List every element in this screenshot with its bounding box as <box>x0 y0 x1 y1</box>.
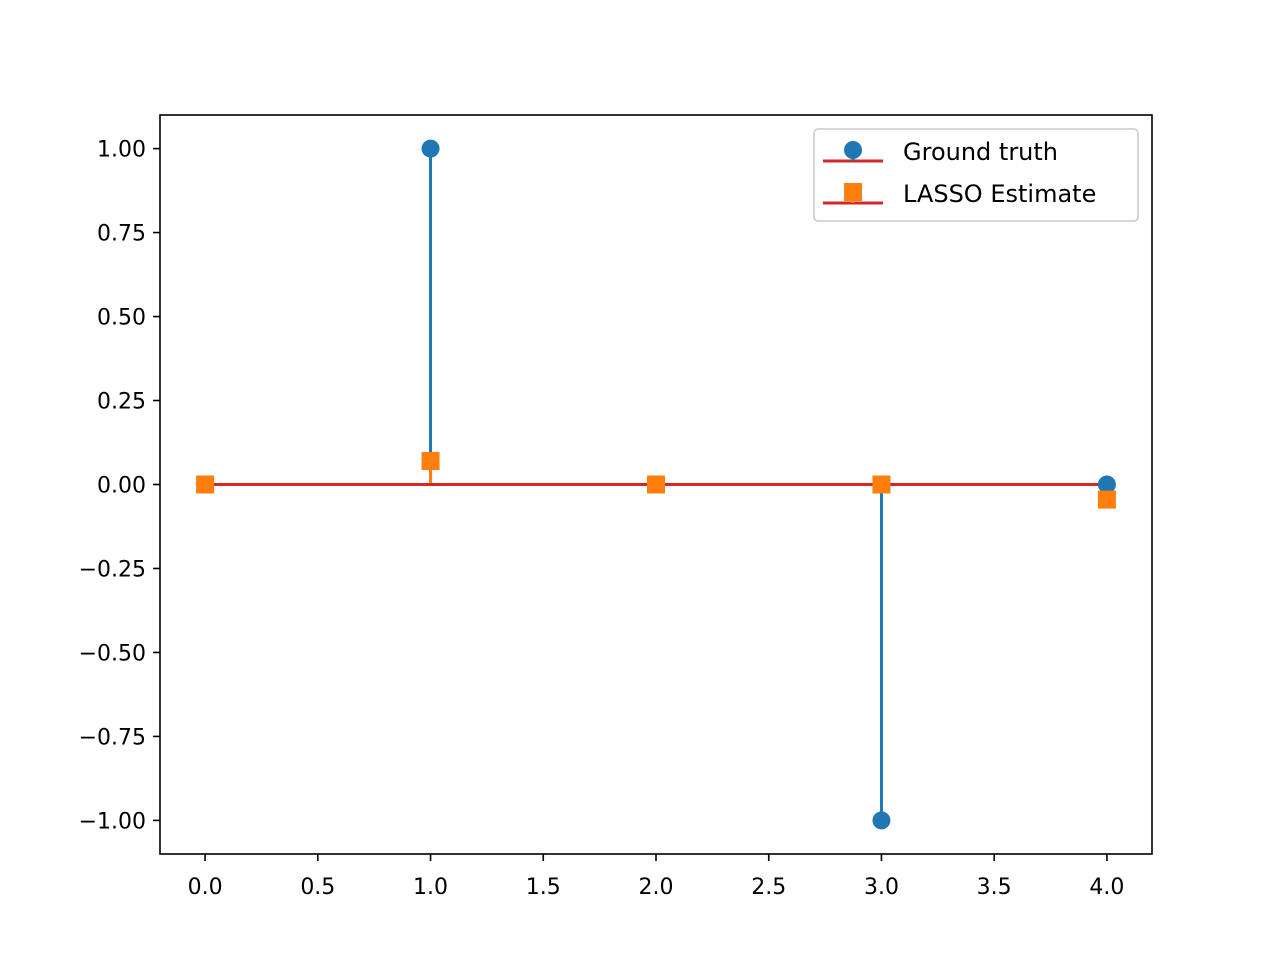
y-tick-label-5: −0.25 <box>79 557 146 582</box>
x-tick-label-6: 3.0 <box>864 875 899 900</box>
marker-square-s1-1 <box>421 451 440 470</box>
legend-label-0: Ground truth <box>903 138 1058 166</box>
x-tick-label-5: 2.5 <box>751 875 786 900</box>
legend: Ground truth LASSO Estimate <box>813 128 1139 222</box>
x-tick-label-8: 4.0 <box>1089 875 1124 900</box>
legend-marker-1 <box>844 183 862 201</box>
markers-group <box>196 139 1116 830</box>
x-tick-label-3: 1.5 <box>526 875 561 900</box>
y-tick-label-3: 0.25 <box>97 390 146 415</box>
y-tick-label-8: −1.00 <box>79 809 146 834</box>
y-axis: 1.00 0.75 0.50 0.25 0.00 −0.25 −0.50 −0.75 −1.00 <box>79 138 160 834</box>
y-tick-label-6: −0.50 <box>79 641 146 666</box>
y-tick-label-2: 0.50 <box>97 306 146 331</box>
marker-square-s1-4 <box>1097 490 1116 509</box>
legend-marker-0 <box>844 141 862 159</box>
marker-circle-s0-1 <box>421 139 440 158</box>
x-tick-label-1: 0.5 <box>300 875 335 900</box>
legend-label-1: LASSO Estimate <box>903 180 1096 208</box>
marker-square-s1-0 <box>196 475 215 494</box>
x-tick-label-7: 3.5 <box>977 875 1012 900</box>
y-tick-label-0: 1.00 <box>97 138 146 163</box>
y-tick-label-4: 0.00 <box>97 474 146 499</box>
marker-circle-s0-3 <box>872 811 891 830</box>
x-tick-label-4: 2.0 <box>639 875 674 900</box>
y-tick-label-7: −0.75 <box>79 725 146 750</box>
marker-square-s1-2 <box>647 475 665 494</box>
marker-square-s1-3 <box>872 475 891 494</box>
legend-box <box>813 128 1139 222</box>
y-tick-label-1: 0.75 <box>97 222 146 247</box>
x-tick-label-2: 1.0 <box>413 875 448 900</box>
x-axis: 0.0 0.5 1.0 1.5 2.0 2.5 3.0 3.5 4.0 <box>188 854 1124 900</box>
x-tick-label-0: 0.0 <box>188 875 223 900</box>
marker-circle-s0-4 <box>1097 475 1116 494</box>
